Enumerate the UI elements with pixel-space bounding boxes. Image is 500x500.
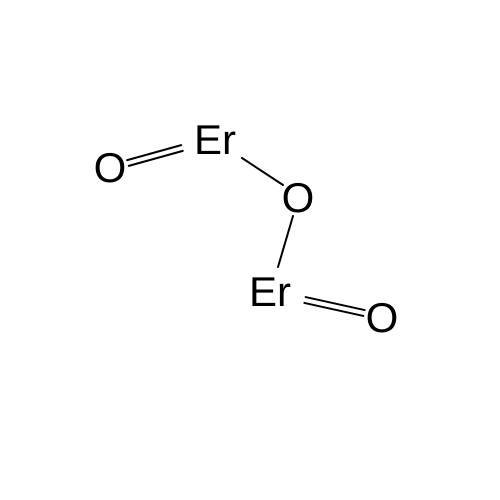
atom-o2: O [282,177,315,219]
bond-layer [0,0,500,500]
molecule-canvas: O Er O Er O [0,0,500,500]
atom-o1: O [94,147,127,189]
atom-o3: O [366,297,399,339]
atom-er1: Er [194,119,236,161]
atom-er2: Er [249,271,291,313]
